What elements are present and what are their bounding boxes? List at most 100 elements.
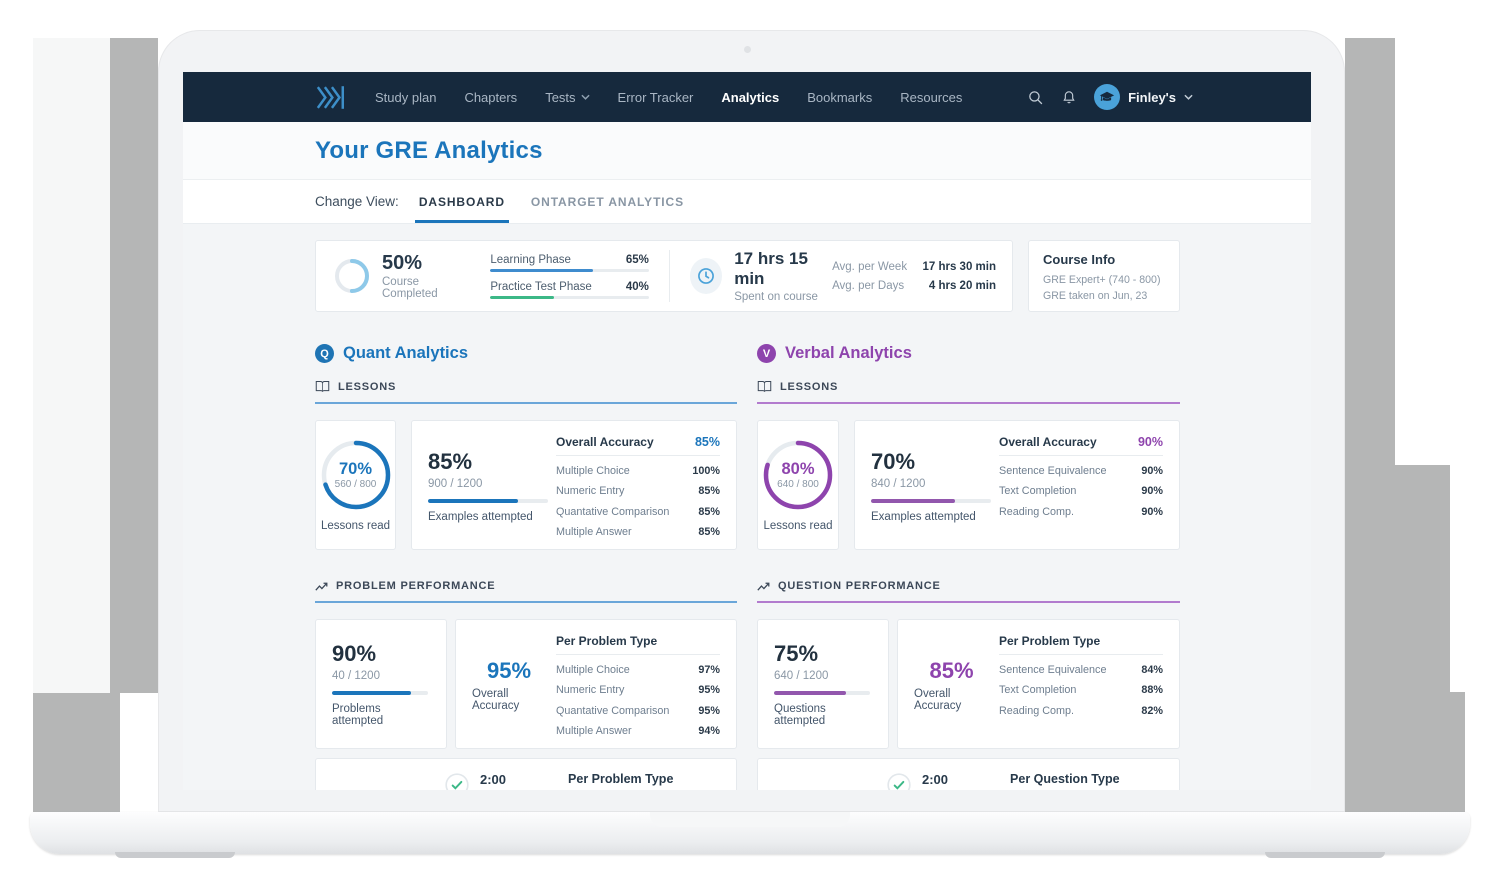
- divider: [668, 250, 670, 302]
- phase-progress-list: Learning Phase 65% Practice Test Phase 4…: [490, 254, 649, 299]
- phase-row: Practice Test Phase 40%: [490, 281, 649, 299]
- accuracy-row-value: 85%: [698, 485, 720, 497]
- questions-attempted-label: Questions attempted: [774, 703, 826, 727]
- backdrop-shape: [33, 38, 110, 693]
- per-problem-type-table: Per Problem Type Multiple Choice 97% Nume…: [556, 634, 720, 737]
- type-row-value: 88%: [1141, 684, 1163, 696]
- course-info-title: Course Info: [1043, 252, 1116, 267]
- lessons-read-pct: 70%: [338, 459, 373, 478]
- book-icon: [315, 381, 330, 392]
- top-nav: Study plan Chapters Tests Error Tracker …: [183, 72, 1311, 122]
- trending-up-icon: [757, 582, 770, 591]
- check-circle-icon: [445, 773, 469, 790]
- nav-link-tests[interactable]: Tests: [545, 89, 590, 105]
- type-row-value: 97%: [698, 663, 720, 676]
- quant-lessons-read-card: 70% 560 / 800 Lessons read: [315, 420, 396, 550]
- examples-attempted-label: Examples attempted: [871, 511, 976, 523]
- phase-value: 40%: [625, 280, 649, 293]
- examples-attempted-ratio: 900 / 1200: [428, 478, 483, 490]
- accuracy-title: Overall Accuracy: [556, 435, 654, 449]
- nav-link-study-plan[interactable]: Study plan: [375, 90, 436, 105]
- examples-attempted-ratio: 840 / 1200: [871, 478, 926, 490]
- questions-attempted-ratio: 640 / 1200: [774, 670, 829, 682]
- type-row-value: 82%: [1141, 704, 1163, 717]
- accuracy-row: Multiple Choice 100%: [556, 465, 720, 477]
- quant-timing-card: 2:00 Per Problem Type: [315, 758, 737, 790]
- tab-dashboard[interactable]: DASHBOARD: [414, 180, 510, 223]
- verbal-analytics-section: V Verbal Analytics LESSONS: [757, 344, 1180, 790]
- dashboard-content: 50% Course Completed Learning Phase 65%: [183, 223, 1311, 790]
- accuracy-row: Text Completion 90%: [999, 485, 1163, 497]
- page-header: Your GRE Analytics: [183, 122, 1311, 180]
- check-circle-icon: [887, 773, 911, 790]
- problems-attempted-bar: [332, 691, 428, 695]
- nav-link-bookmarks[interactable]: Bookmarks: [807, 90, 872, 105]
- accuracy-value: 90%: [1137, 435, 1163, 449]
- type-row-value: 95%: [698, 704, 720, 717]
- accuracy-row-label: Multiple Answer: [556, 526, 632, 538]
- notifications-bell-icon[interactable]: [1061, 89, 1077, 106]
- type-row-label: Numeric Entry: [556, 684, 625, 696]
- overall-accuracy-table: Overall Accuracy 85% Multiple Choice 100%…: [556, 435, 720, 538]
- nav-right-group: Finley's: [1027, 84, 1193, 110]
- averages-list: Avg. per Week 17 hrs 30 min Avg. per Day…: [832, 261, 996, 292]
- questions-attempted-bar: [774, 691, 870, 695]
- quant-overall-accuracy-card: 95% Overall Accuracy Per Problem Type Mu…: [455, 619, 737, 749]
- verbal-timing-card: 2:00 Per Question Type: [757, 758, 1180, 790]
- accuracy-row-label: Quantative Comparison: [556, 505, 670, 518]
- change-view-label: Change View:: [315, 194, 399, 209]
- nav-link-resources[interactable]: Resources: [900, 90, 962, 105]
- nav-link-chapters[interactable]: Chapters: [464, 90, 517, 105]
- examples-attempted-bar: [871, 499, 991, 503]
- brand-logo-icon[interactable]: [315, 84, 347, 111]
- page-title: Your GRE Analytics: [315, 137, 543, 164]
- type-row: Quantative Comparison 95%: [556, 705, 720, 717]
- accuracy-row: Reading Comp. 90%: [999, 506, 1163, 518]
- laptop-base-notch: [650, 812, 850, 827]
- user-menu[interactable]: Finley's: [1094, 84, 1193, 110]
- question-performance-header: QUESTION PERFORMANCE: [757, 580, 1180, 603]
- course-info-line: GRE taken on Jun, 23: [1043, 290, 1148, 303]
- verbal-badge: V: [757, 344, 776, 363]
- nav-links: Study plan Chapters Tests Error Tracker …: [375, 90, 962, 105]
- chevron-down-icon: [1184, 94, 1193, 100]
- accuracy-row-value: 90%: [1141, 485, 1163, 497]
- laptop-foot: [115, 852, 235, 858]
- graduation-cap-icon: [1099, 91, 1115, 101]
- course-completed-label: Course Completed: [382, 276, 438, 300]
- quant-analytics-section: Q Quant Analytics LESSONS: [315, 344, 737, 790]
- quant-lessons-header: LESSONS: [315, 380, 737, 404]
- accuracy-row: Quantative Comparison 85%: [556, 506, 720, 518]
- nav-link-error-tracker[interactable]: Error Tracker: [618, 90, 694, 105]
- problems-attempted-label: Problems attempted: [332, 703, 384, 727]
- type-row-label: Reading Comp.: [999, 704, 1075, 717]
- types-title: Per Problem Type: [999, 634, 1101, 648]
- type-row: Sentence Equivalence 84%: [999, 664, 1163, 676]
- nav-link-label: Tests: [545, 89, 576, 105]
- backdrop-shape: [33, 693, 120, 812]
- type-row-label: Sentence Equivalence: [999, 663, 1107, 676]
- backdrop-shape: [110, 38, 158, 693]
- search-icon[interactable]: [1027, 89, 1044, 106]
- chevron-down-icon: [580, 94, 590, 100]
- lessons-read-label: Lessons read: [320, 520, 391, 532]
- accuracy-row-value: 90%: [1141, 505, 1163, 518]
- backdrop-shape: [1395, 465, 1450, 812]
- analytics-columns: Q Quant Analytics LESSONS: [315, 344, 1180, 790]
- overall-accuracy-table: Overall Accuracy 90% Sentence Equivalenc…: [999, 435, 1163, 537]
- app-window: Study plan Chapters Tests Error Tracker …: [183, 72, 1311, 790]
- overall-accuracy-pct: 85%: [929, 658, 974, 683]
- type-row: Numeric Entry 95%: [556, 684, 720, 696]
- type-row-label: Multiple Answer: [556, 725, 632, 737]
- problem-performance-header: PROBLEM PERFORMANCE: [315, 580, 737, 603]
- nav-link-label: Error Tracker: [617, 89, 694, 105]
- time-spent-label: Spent on course: [734, 291, 818, 304]
- nav-link-analytics[interactable]: Analytics: [721, 90, 779, 105]
- laptop-camera-dot: [744, 46, 751, 53]
- verbal-lessons-header: LESSONS: [757, 380, 1180, 404]
- timing-value: 2:00: [922, 772, 949, 787]
- nav-link-label: Bookmarks: [807, 89, 873, 105]
- lessons-read-ratio: 640 / 800: [777, 479, 819, 491]
- tab-ontarget-analytics[interactable]: ONTARGET ANALYTICS: [530, 194, 685, 209]
- course-info-line: GRE Expert+ (740 - 800): [1043, 274, 1161, 286]
